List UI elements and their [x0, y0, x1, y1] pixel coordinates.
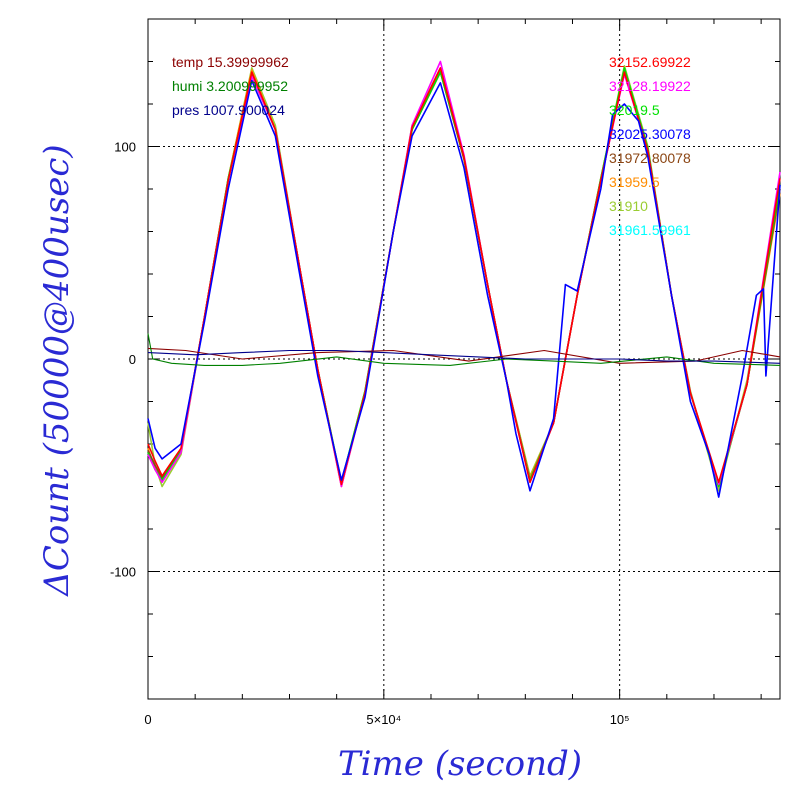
- legend-entry: 32019.5: [609, 102, 660, 118]
- legend-left: temp 15.39999962 humi 3.200999952 pres 100…: [172, 54, 289, 118]
- y-tick-label: 0: [129, 352, 136, 367]
- y-tick-label: 100: [114, 140, 136, 155]
- tick-labels: 0 5×10⁴ 10⁵ 100 0 -100: [110, 140, 630, 728]
- x-tick-label: 0: [144, 712, 151, 727]
- series-line: [147, 333, 781, 366]
- legend-entry: 32152.69922: [609, 54, 691, 70]
- legend-entry: temp 15.39999962: [172, 54, 289, 70]
- axis-ticks: [147, 18, 780, 700]
- legend-entry: pres 1007.900024: [172, 102, 285, 118]
- legend-right: 32152.69922 32128.19922 32019.5 32025.30078…: [609, 54, 691, 238]
- legend-entry: 31972.80078: [609, 150, 691, 166]
- series-line: [147, 349, 781, 364]
- legend-entry: 32128.19922: [609, 78, 691, 94]
- legend-entry: humi 3.200999952: [172, 78, 288, 94]
- x-tick-label: 5×10⁴: [366, 712, 401, 727]
- series-line: [147, 347, 781, 364]
- x-tick-label: 10⁵: [610, 712, 630, 727]
- series-line: [147, 79, 781, 498]
- y-tick-label: -100: [110, 565, 136, 580]
- legend-entry: 31959.5: [609, 174, 660, 190]
- legend-entry: 32025.30078: [609, 126, 691, 142]
- y-axis-label: ΔCount (50000@400usec): [37, 144, 77, 597]
- legend-entry: 31961.59961: [609, 222, 691, 238]
- legend-entry: 31910: [609, 198, 648, 214]
- x-axis-label: Time (second): [338, 744, 582, 784]
- series-layer: [147, 60, 781, 498]
